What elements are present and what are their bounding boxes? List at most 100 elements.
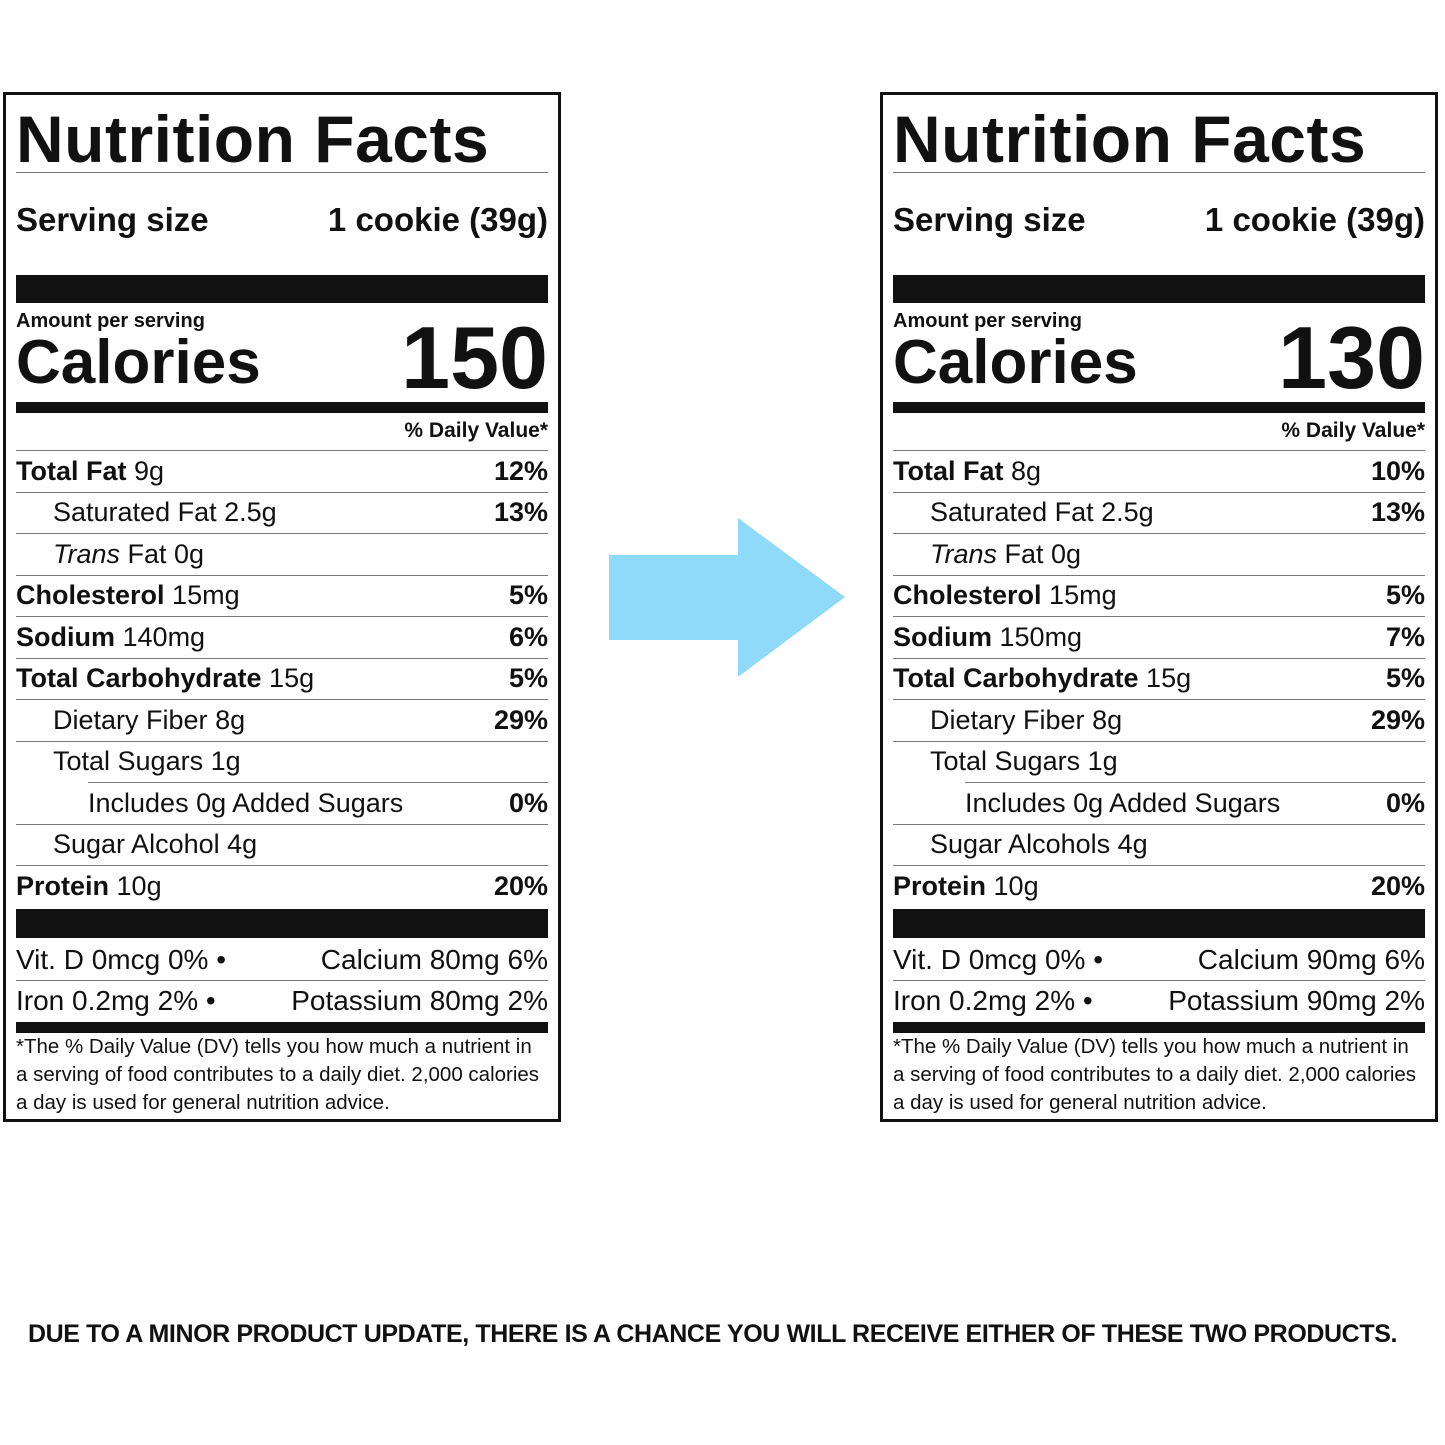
calories-value: 130 <box>1278 308 1425 407</box>
nutrient-amount: Fat 0g <box>1004 538 1082 569</box>
daily-value: 5% <box>508 663 548 694</box>
vitamin-row: Iron 0.2mg 2% • Potassium 80mg 2% <box>16 981 548 1020</box>
nutrient-amount: 4g <box>1117 829 1148 860</box>
nutrient-row: Total Carbohydrate 15g 5% <box>893 657 1425 700</box>
nutrient-amount: 2.5g <box>1101 497 1154 528</box>
label-title: Nutrition Facts <box>893 102 1367 176</box>
nutrient-amount: 15g <box>269 663 315 694</box>
daily-value: 20% <box>493 870 548 901</box>
nutrient-name: Sugar Alcohols <box>930 829 1111 860</box>
iron: Iron 0.2mg 2% • <box>893 984 1093 1016</box>
daily-value: 0% <box>508 787 548 818</box>
nutrient-amount: 8g <box>1011 455 1042 486</box>
serving-size-label: Serving size <box>893 201 1086 238</box>
nutrient-row: Dietary Fiber 8g 29% <box>16 699 548 741</box>
daily-value: 12% <box>493 455 548 486</box>
label-title: Nutrition Facts <box>16 102 490 176</box>
nutrient-name: Total Carbohydrate <box>16 663 262 694</box>
daily-value: 29% <box>493 704 548 735</box>
footnote: *The % Daily Value (DV) tells you how mu… <box>16 1035 540 1114</box>
daily-value: 5% <box>1385 663 1425 694</box>
vitamin-row: Vit. D 0mcg 0% • Calcium 80mg 6% <box>16 940 548 979</box>
vitamin-d: Vit. D 0mcg 0% • <box>16 943 227 975</box>
nutrient-amount: 10g <box>993 870 1039 901</box>
potassium: Potassium 90mg 2% <box>1168 984 1425 1016</box>
daily-value-header: % Daily Value* <box>1281 419 1425 442</box>
calories-label: Calories <box>893 328 1138 397</box>
nutrient-row: Saturated Fat 2.5g 13% <box>893 491 1425 534</box>
nutrient-row: Saturated Fat 2.5g 13% <box>16 491 548 534</box>
calcium: Calcium 90mg 6% <box>1197 943 1425 975</box>
nutrient-amount: 4g <box>227 829 258 860</box>
nutrient-name: Total Fat <box>16 455 127 486</box>
nutrient-row: Cholesterol 15mg 5% <box>893 574 1425 617</box>
nutrient-name: Includes 0g Added Sugars <box>965 787 1281 818</box>
daily-value: 13% <box>1370 497 1425 528</box>
amount-per-serving: Amount per serving <box>893 310 1082 332</box>
nutrient-amount: 15g <box>1146 663 1192 694</box>
nutrient-row: Protein 10g 20% <box>16 865 548 907</box>
nutrient-amount: 15mg <box>172 580 240 611</box>
serving-size-label: Serving size <box>16 201 209 238</box>
serving-size-value: 1 cookie (39g) <box>327 201 548 238</box>
nutrient-name: Total Sugars <box>930 746 1081 777</box>
daily-value: 0% <box>1385 787 1425 818</box>
vitamin-row: Vit. D 0mcg 0% • Calcium 90mg 6% <box>893 940 1425 979</box>
nutrient-amount: 15mg <box>1049 580 1117 611</box>
nutrient-name: Sodium <box>16 621 115 652</box>
nutrient-row: Trans Fat 0g <box>16 533 548 575</box>
nutrient-row: Cholesterol 15mg 5% <box>16 574 548 617</box>
serving-size-value: 1 cookie (39g) <box>1204 201 1425 238</box>
nutrient-row: Sodium 150mg 7% <box>893 616 1425 658</box>
nutrient-name: Total Sugars <box>53 746 204 777</box>
nutrient-row: Includes 0g Added Sugars 0% <box>88 782 548 824</box>
product-update-notice: DUE TO A MINOR PRODUCT UPDATE, THERE IS … <box>28 1320 1398 1348</box>
daily-value-header: % Daily Value* <box>404 419 548 442</box>
nutrient-amount: Fat 0g <box>127 538 205 569</box>
calcium: Calcium 80mg 6% <box>320 943 548 975</box>
nutrient-amount: 1g <box>1087 746 1118 777</box>
daily-value: 29% <box>1370 704 1425 735</box>
nutrient-name: Protein <box>16 870 110 901</box>
nutrient-name: Dietary Fiber <box>930 704 1085 735</box>
right-arrow-icon <box>609 518 845 677</box>
nutrient-amount: 8g <box>215 704 246 735</box>
footnote: *The % Daily Value (DV) tells you how mu… <box>893 1035 1417 1114</box>
nutrition-label-updated: Nutrition Facts Serving size 1 cookie (39… <box>880 92 1438 1122</box>
nutrient-name: Cholesterol <box>893 580 1042 611</box>
nutrient-row: Total Carbohydrate 15g 5% <box>16 657 548 700</box>
nutrient-row: Total Sugars 1g <box>893 740 1425 783</box>
nutrient-amount: 8g <box>1092 704 1123 735</box>
calories-value: 150 <box>401 308 548 407</box>
nutrient-amount: 10g <box>116 870 162 901</box>
nutrient-name: Total Carbohydrate <box>893 663 1139 694</box>
nutrient-name: Trans <box>930 538 998 569</box>
nutrient-amount: 140mg <box>122 621 206 652</box>
daily-value: 13% <box>493 497 548 528</box>
nutrient-name: Saturated Fat <box>53 497 217 528</box>
amount-per-serving: Amount per serving <box>16 310 205 332</box>
potassium: Potassium 80mg 2% <box>291 984 548 1016</box>
daily-value: 5% <box>508 580 548 611</box>
nutrient-row: Trans Fat 0g <box>893 533 1425 575</box>
nutrient-row: Total Fat 8g 10% <box>893 450 1425 492</box>
vitamin-row: Iron 0.2mg 2% • Potassium 90mg 2% <box>893 981 1425 1020</box>
nutrient-row: Protein 10g 20% <box>893 865 1425 907</box>
serving-size: Serving size 1 cookie (39g) <box>893 201 1425 239</box>
nutrient-name: Trans <box>53 538 121 569</box>
nutrient-row: Sodium 140mg 6% <box>16 616 548 658</box>
nutrient-name: Sodium <box>893 621 992 652</box>
daily-value: 5% <box>1385 580 1425 611</box>
nutrient-amount: 1g <box>210 746 241 777</box>
daily-value: 6% <box>508 621 548 652</box>
serving-size: Serving size 1 cookie (39g) <box>16 201 548 239</box>
nutrient-row: Total Fat 9g 12% <box>16 450 548 492</box>
nutrient-name: Saturated Fat <box>930 497 1094 528</box>
nutrient-name: Includes 0g Added Sugars <box>88 787 404 818</box>
vitamin-d: Vit. D 0mcg 0% • <box>893 943 1104 975</box>
nutrient-amount: 9g <box>134 455 165 486</box>
daily-value: 10% <box>1370 455 1425 486</box>
nutrient-row: Sugar Alcohol 4g <box>16 823 548 866</box>
nutrient-name: Protein <box>893 870 987 901</box>
nutrient-name: Total Fat <box>893 455 1004 486</box>
